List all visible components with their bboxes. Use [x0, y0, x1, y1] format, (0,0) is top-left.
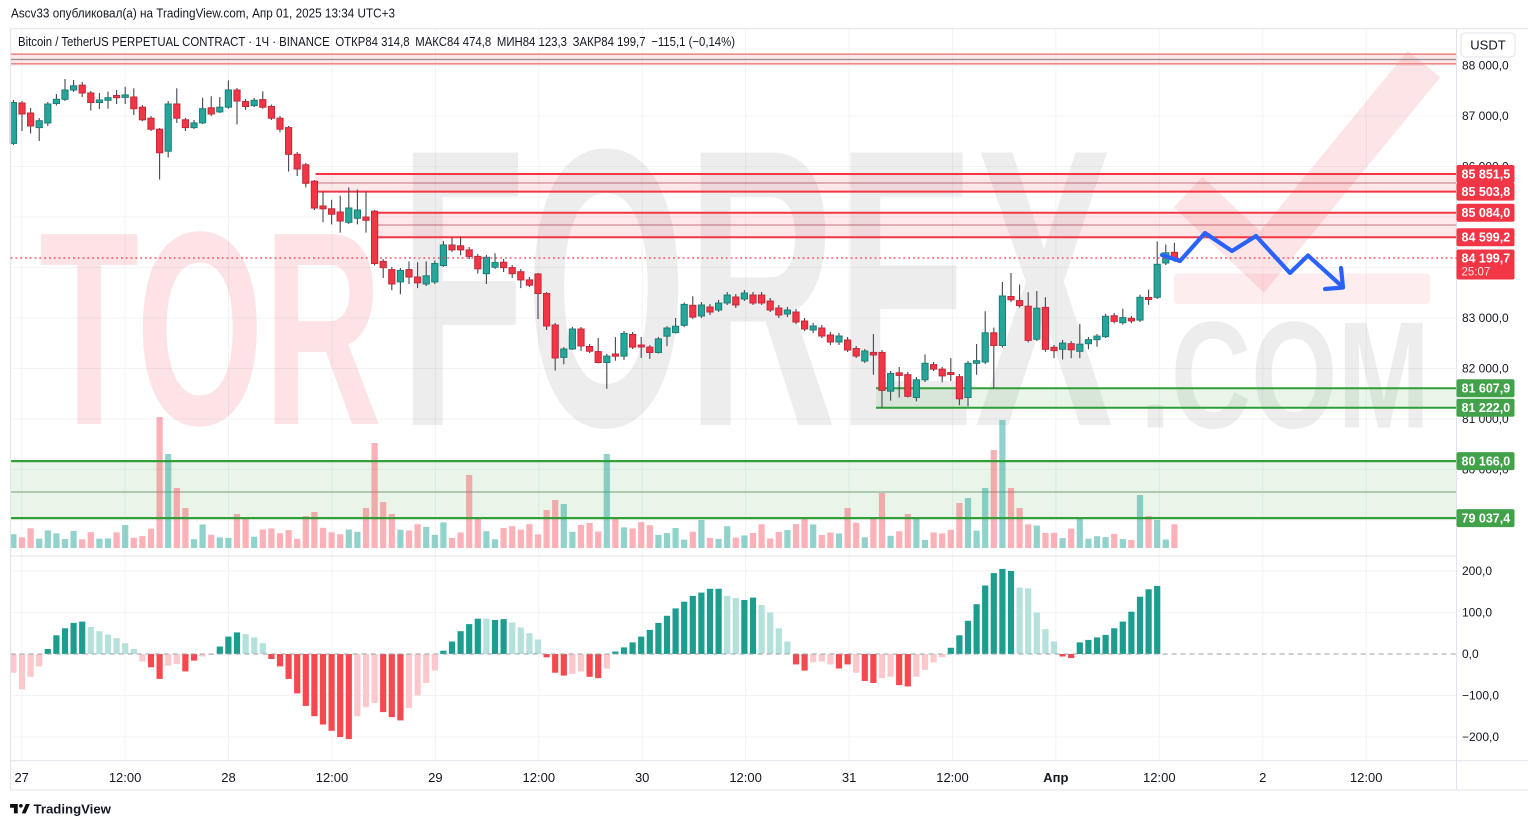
svg-text:12:00: 12:00: [936, 770, 969, 785]
svg-text:TOR: TOR: [39, 175, 382, 483]
svg-text:80 166,0: 80 166,0: [1462, 454, 1511, 468]
svg-text:12:00: 12:00: [316, 770, 349, 785]
svg-text:12:00: 12:00: [1143, 770, 1176, 785]
svg-text:31: 31: [842, 770, 856, 785]
svg-text:81 607,9: 81 607,9: [1462, 382, 1511, 396]
svg-text:Bitcoin / TetherUS PERPETUAL C: Bitcoin / TetherUS PERPETUAL CONTRACT · …: [18, 34, 735, 49]
svg-text:Апр: Апр: [1043, 770, 1068, 785]
svg-text:81 222,0: 81 222,0: [1462, 401, 1511, 415]
svg-text:12:00: 12:00: [109, 770, 142, 785]
svg-text:12:00: 12:00: [1350, 770, 1383, 785]
svg-text:85 503,8: 85 503,8: [1462, 185, 1511, 199]
svg-text:84 599,2: 84 599,2: [1462, 231, 1511, 245]
svg-text:28: 28: [221, 770, 235, 785]
svg-text:85 084,0: 85 084,0: [1462, 206, 1511, 220]
svg-text:12:00: 12:00: [523, 770, 556, 785]
svg-text:85 851,5: 85 851,5: [1462, 167, 1511, 181]
svg-text:27: 27: [14, 770, 28, 785]
svg-text:30: 30: [635, 770, 649, 785]
svg-text:88 000,0: 88 000,0: [1462, 59, 1509, 73]
svg-text:FOREX: FOREX: [399, 67, 1114, 509]
svg-text:29: 29: [428, 770, 442, 785]
svg-text:200,0: 200,0: [1462, 564, 1492, 578]
svg-text:83 000,0: 83 000,0: [1462, 311, 1509, 325]
svg-text:Ascv33 опубликовал(а) на Tradi: Ascv33 опубликовал(а) на TradingView.com…: [11, 6, 395, 21]
svg-text:0,0: 0,0: [1462, 647, 1479, 661]
svg-text:25:07: 25:07: [1462, 267, 1491, 279]
svg-text:−200,0: −200,0: [1462, 730, 1499, 744]
svg-text:−100,0: −100,0: [1462, 689, 1499, 703]
svg-text:2: 2: [1259, 770, 1266, 785]
svg-text:USDT: USDT: [1470, 38, 1505, 53]
svg-text:82 000,0: 82 000,0: [1462, 362, 1509, 376]
svg-text:79 037,4: 79 037,4: [1462, 511, 1511, 525]
svg-text:TradingView: TradingView: [34, 801, 112, 816]
svg-text:12:00: 12:00: [729, 770, 762, 785]
svg-text:87 000,0: 87 000,0: [1462, 109, 1509, 123]
svg-text:100,0: 100,0: [1462, 606, 1492, 620]
svg-text:84 199,7: 84 199,7: [1462, 251, 1511, 265]
svg-text:.COM: .COM: [1140, 291, 1430, 461]
